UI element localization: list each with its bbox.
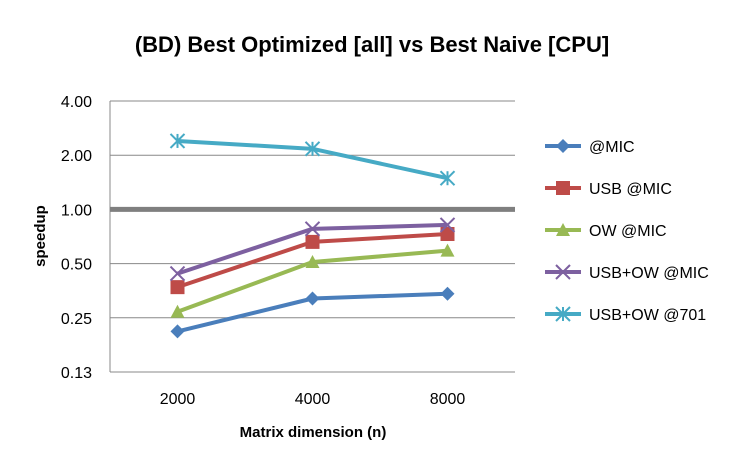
series <box>169 133 456 186</box>
legend-label: @MIC <box>589 139 635 156</box>
data-point <box>555 264 571 280</box>
x-axis-ticks: 2000 4000 8000 <box>160 391 466 408</box>
x-tick-label: 2000 <box>160 391 196 408</box>
series-group <box>169 133 456 339</box>
data-point <box>440 227 455 242</box>
data-point <box>305 234 320 249</box>
data-point <box>556 181 570 195</box>
legend-item: USB+OW @MIC <box>545 264 709 282</box>
marker-stroke <box>169 265 186 282</box>
data-point <box>169 133 186 149</box>
data-point <box>170 280 185 295</box>
x-tick-label: 8000 <box>430 391 466 408</box>
data-point <box>305 255 320 269</box>
data-point <box>169 265 186 282</box>
legend: @MIC USB @MIC OW @MIC USB+OW @MIC USB+OW @70… <box>545 139 709 324</box>
marker-stroke <box>555 264 571 280</box>
data-point <box>170 324 185 339</box>
y-axis-ticks: 4.00 2.00 1.00 0.50 0.25 0.13 <box>61 94 92 382</box>
y-tick-label: 4.00 <box>61 94 92 111</box>
y-tick-label: 2.00 <box>61 148 92 165</box>
legend-item: @MIC <box>545 139 635 156</box>
data-point <box>555 306 571 322</box>
data-point <box>305 291 320 306</box>
data-point <box>440 286 455 301</box>
legend-label: USB+OW @701 <box>589 307 706 324</box>
series <box>170 243 455 318</box>
legend-item: USB+OW @701 <box>545 306 706 324</box>
series <box>170 286 455 339</box>
data-point <box>304 141 321 157</box>
legend-item: OW @MIC <box>545 223 667 240</box>
marker-stroke <box>439 217 456 233</box>
data-point <box>556 139 570 153</box>
legend-item: USB @MIC <box>545 181 672 198</box>
legend-label: USB @MIC <box>589 181 672 198</box>
x-tick-label: 4000 <box>295 391 331 408</box>
y-tick-label: 0.50 <box>61 257 92 274</box>
marker-stroke <box>304 221 321 237</box>
y-tick-label: 1.00 <box>61 202 92 219</box>
x-axis-label: Matrix dimension (n) <box>240 424 387 441</box>
legend-label: OW @MIC <box>589 223 667 240</box>
legend-label: USB+OW @MIC <box>589 265 709 282</box>
data-point <box>439 217 456 233</box>
series <box>169 217 456 282</box>
data-point <box>304 221 321 237</box>
data-point <box>440 243 455 257</box>
y-axis-label: speedup <box>32 205 49 267</box>
data-point <box>439 170 456 186</box>
series <box>170 227 455 295</box>
chart-title: (BD) Best Optimized [all] vs Best Naive … <box>135 32 609 57</box>
data-point <box>170 304 185 318</box>
data-point <box>556 223 570 236</box>
y-tick-label: 0.13 <box>61 365 92 382</box>
y-tick-label: 0.25 <box>61 311 92 328</box>
